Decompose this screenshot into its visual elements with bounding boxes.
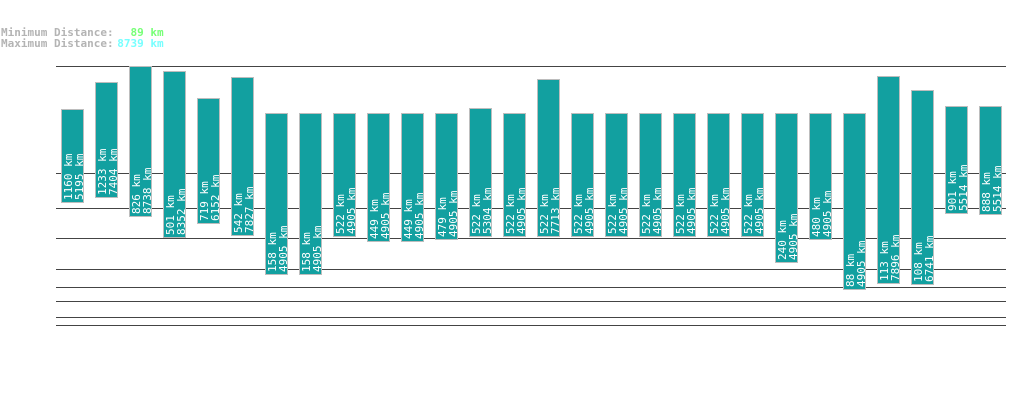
bar	[129, 66, 152, 217]
bar	[163, 70, 186, 239]
max-distance-label: 4905 km	[821, 190, 834, 237]
bar	[979, 105, 1002, 215]
bar	[741, 113, 764, 237]
max-distance-label: 4905 km	[413, 192, 426, 239]
bar	[435, 113, 458, 240]
bar	[877, 76, 900, 284]
bar	[809, 113, 832, 240]
max-distance-label: 7404 km	[107, 148, 120, 195]
max-distance-label: 7896 km	[889, 234, 902, 281]
max-distance-label: 7713 km	[549, 187, 562, 234]
bar	[401, 113, 424, 242]
bar	[333, 113, 356, 237]
grid-line	[56, 173, 1006, 174]
bar	[95, 82, 118, 198]
max-distance-label: 4905 km	[277, 225, 290, 272]
bar	[673, 113, 696, 237]
max-distance-label: 4905 km	[651, 187, 664, 234]
max-distance-label: 5514 km	[991, 165, 1004, 212]
grid-line	[56, 238, 1006, 239]
grid-line	[56, 317, 1006, 318]
bar	[265, 113, 288, 275]
grid-line	[56, 66, 1006, 67]
bar	[299, 113, 322, 275]
max-distance-label: 4905 km	[617, 187, 630, 234]
grid-line	[56, 287, 1006, 288]
bar	[605, 113, 628, 237]
max-distance-label: 4905 km	[583, 187, 596, 234]
bar	[571, 113, 594, 237]
max-distance-label: 4905 km	[719, 187, 732, 234]
max-distance-value: 8739 km	[117, 37, 164, 50]
max-distance-label: 4905 km	[379, 192, 392, 239]
bar	[537, 78, 560, 237]
max-distance-label: 5304 km	[481, 187, 494, 234]
bar	[639, 113, 662, 237]
max-distance-label: 4905 km	[855, 240, 868, 287]
max-distance-label: 8738 km	[141, 167, 154, 214]
bar	[197, 97, 220, 224]
bar	[367, 113, 390, 242]
min-distance-label: Minimum Distance:	[1, 26, 114, 39]
max-distance-label: 4905 km	[787, 213, 800, 260]
grid-line	[56, 301, 1006, 302]
max-distance-row: Maximum Distance: 8739 km	[1, 38, 164, 49]
bar	[503, 113, 526, 237]
grid-line	[56, 269, 1006, 270]
grid-line	[56, 325, 1006, 326]
bar	[911, 90, 934, 286]
max-distance-label: 5514 km	[957, 164, 970, 211]
max-distance-label: 4905 km	[447, 190, 460, 237]
min-distance-value: 89 km	[130, 26, 164, 39]
max-distance-label: 8352 km	[175, 189, 188, 236]
max-distance-label: 5195 km	[73, 153, 86, 200]
max-distance-label: 6741 km	[923, 235, 936, 283]
max-distance-label: 4905 km	[685, 187, 698, 234]
bar	[231, 77, 254, 236]
max-distance-label: 4905 km	[753, 187, 766, 234]
bar	[469, 108, 492, 237]
grid-line	[56, 208, 1006, 209]
max-distance-label: Maximum Distance:	[1, 37, 114, 50]
max-distance-label: 6152 km	[209, 174, 222, 221]
max-distance-label: 4905 km	[515, 187, 528, 234]
min-distance-row: Minimum Distance: 89 km	[1, 27, 164, 38]
bar	[945, 105, 968, 214]
bar	[707, 113, 730, 237]
max-distance-label: 7827 km	[243, 186, 256, 233]
bar	[843, 113, 866, 290]
bar	[775, 113, 798, 263]
bar	[61, 109, 84, 203]
max-distance-label: 4905 km	[345, 187, 358, 234]
max-distance-label: 4905 km	[311, 225, 324, 272]
